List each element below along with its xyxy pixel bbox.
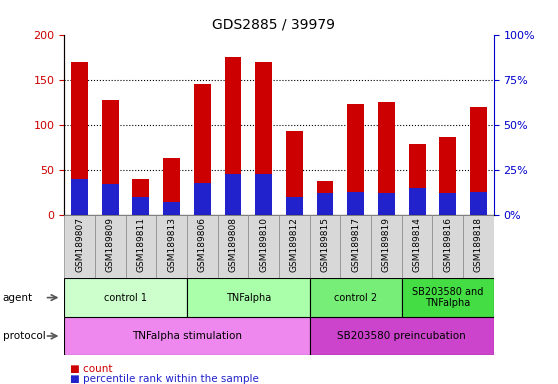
Bar (402, 278, 494, 317)
Bar (102, 99, 119, 215)
Bar (340, 215, 371, 278)
Text: SB203580 and
TNFalpha: SB203580 and TNFalpha (412, 287, 483, 308)
Bar (439, 137, 456, 215)
Bar (310, 317, 494, 355)
Bar (218, 215, 248, 278)
Text: GSM189813: GSM189813 (167, 217, 176, 272)
Text: GSM189809: GSM189809 (105, 217, 115, 272)
Bar (378, 102, 395, 215)
Text: GSM189819: GSM189819 (382, 217, 391, 272)
Bar (255, 174, 272, 215)
Text: ■ count: ■ count (70, 364, 112, 374)
Text: control 1: control 1 (104, 293, 147, 303)
Bar (163, 202, 180, 215)
Text: GSM189811: GSM189811 (136, 217, 146, 272)
Bar (71, 179, 88, 215)
Bar (187, 215, 218, 278)
Bar (439, 194, 456, 215)
Bar (402, 215, 432, 278)
Bar (102, 184, 119, 215)
Text: control 2: control 2 (334, 293, 377, 303)
Bar (132, 179, 150, 215)
Bar (64, 278, 187, 317)
Text: TNFalpha stimulation: TNFalpha stimulation (132, 331, 242, 341)
Bar (286, 197, 303, 215)
Bar (224, 174, 242, 215)
Bar (470, 192, 487, 215)
Bar (347, 104, 364, 215)
Bar (378, 194, 395, 215)
Text: ■ percentile rank within the sample: ■ percentile rank within the sample (70, 374, 258, 384)
Bar (310, 278, 402, 317)
Text: GSM189818: GSM189818 (474, 217, 483, 272)
Text: GDS2885 / 39979: GDS2885 / 39979 (212, 17, 335, 31)
Bar (371, 215, 402, 278)
Bar (163, 158, 180, 215)
Bar (248, 215, 279, 278)
Bar (408, 188, 426, 215)
Bar (194, 84, 211, 215)
Text: GSM189807: GSM189807 (75, 217, 84, 272)
Bar (286, 131, 303, 215)
Bar (463, 215, 494, 278)
Text: GSM189817: GSM189817 (351, 217, 360, 272)
Text: TNFalpha: TNFalpha (225, 293, 271, 303)
Bar (316, 181, 334, 215)
Text: GSM189816: GSM189816 (443, 217, 453, 272)
Text: agent: agent (3, 293, 33, 303)
Bar (255, 62, 272, 215)
Text: GSM189812: GSM189812 (290, 217, 299, 272)
Text: GSM189806: GSM189806 (198, 217, 207, 272)
Bar (126, 215, 156, 278)
Bar (347, 192, 364, 215)
Bar (310, 215, 340, 278)
Text: SB203580 preincubation: SB203580 preincubation (338, 331, 466, 341)
Bar (187, 278, 310, 317)
Bar (71, 62, 88, 215)
Bar (64, 215, 95, 278)
Bar (194, 182, 211, 215)
Bar (132, 197, 150, 215)
Bar (470, 107, 487, 215)
Bar (64, 317, 310, 355)
Text: GSM189815: GSM189815 (320, 217, 330, 272)
Text: protocol: protocol (3, 331, 46, 341)
Bar (95, 215, 126, 278)
Bar (279, 215, 310, 278)
Text: GSM189814: GSM189814 (412, 217, 422, 272)
Bar (156, 215, 187, 278)
Bar (224, 57, 242, 215)
Bar (408, 144, 426, 215)
Text: GSM189808: GSM189808 (228, 217, 238, 272)
Text: GSM189810: GSM189810 (259, 217, 268, 272)
Bar (432, 215, 463, 278)
Bar (316, 194, 334, 215)
